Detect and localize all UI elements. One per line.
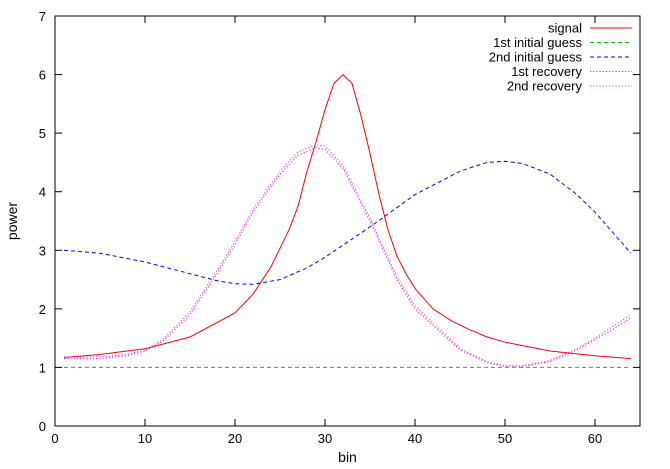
x-tick-label: 0	[51, 431, 58, 446]
x-tick-label: 40	[408, 431, 422, 446]
x-tick-label: 50	[498, 431, 512, 446]
y-tick-label: 2	[39, 302, 46, 317]
legend-label: signal	[548, 21, 582, 36]
y-tick-label: 0	[39, 419, 46, 434]
legend-label: 1st initial guess	[493, 35, 582, 50]
legend-label: 2nd initial guess	[489, 50, 583, 65]
legend-label: 2nd recovery	[507, 79, 583, 94]
y-tick-label: 4	[39, 185, 46, 200]
y-tick-label: 5	[39, 126, 46, 141]
legend-label: 1st recovery	[511, 64, 582, 79]
y-tick-label: 1	[39, 360, 46, 375]
y-tick-label: 3	[39, 243, 46, 258]
x-axis-label: bin	[338, 449, 357, 465]
series-line-5	[64, 144, 632, 367]
y-tick-label: 6	[39, 68, 46, 83]
y-tick-label: 7	[39, 9, 46, 24]
series-line-3	[63, 160, 632, 285]
y-axis-label: power	[4, 202, 20, 240]
series-line-4	[64, 147, 632, 367]
axis-ticks: 0 10 20 30 40 50 60 0 1 2 3 4 5 6 7	[39, 9, 640, 446]
x-tick-label: 10	[138, 431, 152, 446]
plot-frame	[54, 15, 641, 427]
series-lines	[63, 73, 632, 368]
x-tick-label: 30	[318, 431, 332, 446]
x-tick-label: 60	[588, 431, 602, 446]
x-tick-label: 20	[228, 431, 242, 446]
series-line-1	[63, 73, 632, 360]
